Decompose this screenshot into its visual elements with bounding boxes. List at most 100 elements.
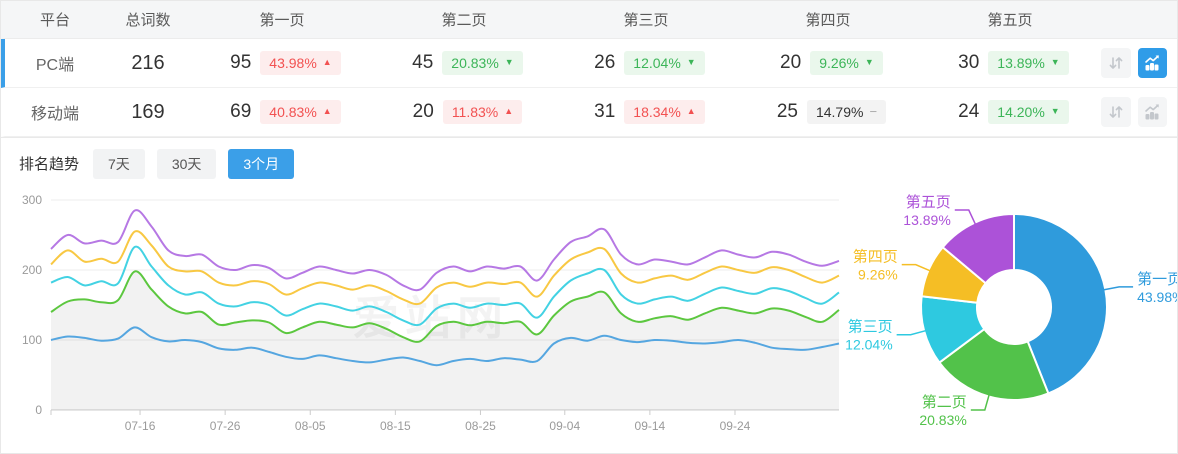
column-header: 第五页 — [987, 12, 1033, 29]
line-series-第二页 — [50, 270, 840, 343]
page-count: 45 — [412, 52, 434, 73]
slice-label-pct: 20.83% — [919, 412, 966, 428]
change-pct: 18.34% — [633, 104, 681, 120]
donut-slice-第二页[interactable] — [938, 327, 1050, 401]
column-header: 总词数 — [125, 12, 171, 29]
change-direction-icon: ▲ — [322, 57, 332, 67]
page-count: 20 — [412, 101, 434, 122]
change-direction-icon: ▲ — [686, 106, 696, 116]
row-actions — [1101, 97, 1177, 127]
page-count: 20 — [780, 52, 802, 73]
change-badge: 43.98% ▲ — [260, 51, 341, 75]
page-count: 31 — [594, 101, 616, 122]
table-header: 平台 总词数 第一页 第二页 第三页 第四页 第五页 — [1, 1, 1177, 39]
line-series-第一页 — [50, 326, 840, 367]
page-count: 30 — [958, 52, 980, 73]
slice-label-name: 第三页 — [848, 318, 893, 336]
y-tick-label: 200 — [22, 263, 42, 277]
line-series-第五页 — [50, 209, 840, 292]
x-tick-label: 09-04 — [549, 419, 580, 433]
page-stat-cell: 26 12.04% ▼ — [555, 51, 737, 75]
page-count: 69 — [230, 101, 252, 122]
label-leader-line — [896, 329, 927, 336]
change-badge: 14.20% ▼ — [988, 100, 1069, 124]
change-direction-icon: ▼ — [504, 57, 514, 67]
sort-button[interactable] — [1101, 48, 1131, 78]
page-stat-cell: 20 11.83% ▲ — [373, 100, 555, 124]
x-tick-label: 09-24 — [720, 419, 751, 433]
table-body: PC端 216 95 43.98% ▲ 45 20.83% ▼ 26 12.04% ▼… — [1, 39, 1177, 137]
slice-label-name: 第二页 — [922, 393, 967, 411]
slice-label-pct: 12.04% — [845, 337, 892, 353]
change-direction-icon: ▼ — [686, 57, 696, 67]
slice-label-pct: 13.89% — [903, 212, 950, 228]
page-count: 95 — [230, 52, 252, 73]
column-header: 第二页 — [441, 12, 487, 29]
page-stat-cell: 95 43.98% ▲ — [191, 51, 373, 75]
donut-slice-第一页[interactable] — [1013, 212, 1108, 395]
total-words: 169 — [131, 100, 165, 123]
sort-arrows-icon — [1109, 57, 1123, 69]
column-header: 第三页 — [623, 12, 669, 29]
page-stat-cell: 20 9.26% ▼ — [737, 51, 919, 75]
label-leader-line — [970, 394, 990, 411]
donut-slice-第五页[interactable] — [941, 212, 1015, 285]
range-tab[interactable]: 7天 — [93, 148, 145, 179]
slice-label-name: 第一页 — [1137, 270, 1178, 288]
change-badge: 13.89% ▼ — [988, 51, 1069, 75]
sort-arrows-icon — [1109, 106, 1123, 118]
trend-toolbar: 排名趋势 7天 30天 3个月 — [1, 138, 1177, 182]
change-direction-icon: ▲ — [322, 106, 332, 116]
slice-label-pct: 9.26% — [858, 267, 898, 283]
change-pct: 14.20% — [997, 104, 1045, 120]
y-tick-label: 100 — [22, 333, 42, 347]
change-badge: 12.04% ▼ — [624, 51, 705, 75]
change-direction-icon: ▼ — [1050, 106, 1060, 116]
sort-button[interactable] — [1101, 97, 1131, 127]
page-stat-cell: 25 14.79% − — [737, 100, 919, 124]
trend-chart-button[interactable] — [1137, 97, 1167, 127]
page-stat-cell: 30 13.89% ▼ — [919, 51, 1101, 75]
trend-chart-button[interactable] — [1137, 48, 1167, 78]
label-leader-line — [901, 263, 931, 272]
change-pct: 13.89% — [997, 55, 1045, 71]
change-pct: 20.83% — [451, 55, 499, 71]
label-leader-line — [1103, 286, 1134, 291]
trend-section: 排名趋势 7天 30天 3个月 0 100 200 300 07-16 07-26 08-05 0… — [1, 137, 1178, 453]
change-pct: 40.83% — [269, 104, 317, 120]
charts-area: 0 100 200 300 07-16 07-26 08-05 08-15 08-25 09-04… — [1, 182, 1178, 453]
table-row[interactable]: 移动端 169 69 40.83% ▲ 20 11.83% ▲ 31 18.34% ▲… — [1, 88, 1177, 137]
change-badge: 9.26% ▼ — [810, 51, 883, 75]
change-direction-icon: ▼ — [864, 57, 874, 67]
total-words: 216 — [131, 51, 165, 74]
table-row[interactable]: PC端 216 95 43.98% ▲ 45 20.83% ▼ 26 12.04% ▼… — [1, 39, 1177, 88]
column-header: 平台 — [39, 12, 70, 29]
page-stat-cell: 31 18.34% ▲ — [555, 100, 737, 124]
x-tick-label: 08-25 — [465, 419, 496, 433]
slice-label-name: 第五页 — [906, 193, 951, 211]
change-badge: 40.83% ▲ — [260, 100, 341, 124]
line-series-第三页 — [50, 245, 840, 327]
change-badge: 14.79% − — [806, 100, 887, 124]
range-tabs: 7天 30天 3个月 — [93, 148, 306, 179]
row-actions — [1101, 48, 1177, 78]
trend-chart-icon — [1145, 55, 1160, 71]
platform-label: PC端 — [35, 57, 75, 74]
page-count: 26 — [594, 52, 616, 73]
change-pct: 12.04% — [633, 55, 681, 71]
change-pct: 11.83% — [451, 104, 499, 120]
x-tick-label: 08-05 — [295, 419, 326, 433]
range-tab[interactable]: 30天 — [156, 148, 217, 179]
slice-label-pct: 43.98% — [1137, 289, 1178, 305]
change-badge: 11.83% ▲ — [442, 100, 523, 124]
change-direction-icon: ▼ — [1050, 57, 1060, 67]
change-direction-icon: − — [869, 103, 878, 119]
range-tab[interactable]: 3个月 — [228, 148, 295, 179]
platform-label: 移动端 — [30, 106, 79, 123]
change-badge: 20.83% ▼ — [442, 51, 523, 75]
label-leader-line — [954, 209, 977, 225]
change-badge: 18.34% ▲ — [624, 100, 705, 124]
area-fill-第二页 — [51, 271, 839, 410]
